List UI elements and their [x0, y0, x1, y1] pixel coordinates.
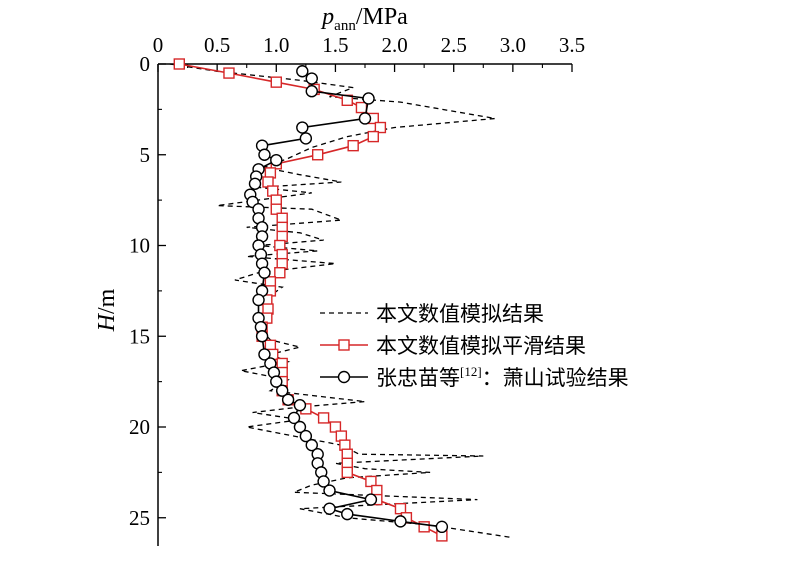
series-3-point: [296, 121, 309, 134]
series-3-point: [248, 177, 262, 190]
y-axis-title-unit: /m: [94, 288, 120, 314]
series-3-point: [287, 411, 301, 425]
series-3-point: [317, 475, 330, 488]
series-2-point: [270, 76, 282, 88]
legend-label-main: 张忠苗等: [376, 366, 460, 390]
series-3-point: [293, 399, 307, 412]
series-3-point: [362, 92, 375, 105]
series-3-point: [258, 148, 271, 161]
series-3-point: [255, 330, 269, 343]
y-tick-label: 10: [129, 234, 150, 258]
x-tick-label: 2.0: [381, 33, 407, 57]
legend-label-1: 本文数值模拟结果: [376, 302, 544, 326]
series-2: [173, 58, 448, 542]
y-tick-label: 20: [129, 415, 150, 439]
y-axis-title: H/m: [94, 288, 120, 332]
y-tick-label: 0: [140, 52, 151, 76]
series-2-point: [367, 130, 379, 143]
series-2-point: [173, 58, 185, 70]
series-3-point: [364, 493, 378, 506]
series-3-point: [293, 420, 307, 434]
y-axis-title-symbol: H: [94, 312, 120, 332]
series-3-point: [394, 515, 407, 528]
y-tick-label: 25: [129, 506, 150, 530]
series-3-point: [258, 266, 271, 279]
legend-label-ref: [12]: [460, 364, 482, 379]
series-3-point: [299, 132, 313, 145]
series-3-point: [323, 484, 336, 497]
series-3-point: [270, 375, 283, 388]
axes: 0 0.5 1.0 1.5 2.0 2.5 3.0 3.5 0 5 10 15 20 25 pann/MPa…: [94, 4, 585, 546]
series-3-point: [258, 348, 271, 361]
series-3-point: [252, 293, 265, 307]
x-axis-title-unit: /MPa: [356, 4, 408, 30]
x-tick-label: 0.5: [204, 33, 230, 57]
series-2-point: [311, 149, 324, 161]
series-2-point: [394, 502, 407, 515]
series-layer: [169, 58, 513, 542]
series-2-point: [223, 67, 235, 79]
series-3-point: [270, 153, 283, 167]
series-3-point: [341, 507, 354, 521]
series-3-point: [276, 384, 289, 397]
x-tick-label: 3.5: [559, 33, 585, 57]
x-tick-label: 3.0: [500, 33, 526, 57]
series-2-point: [355, 101, 368, 114]
series-2-point: [418, 521, 430, 533]
x-tick-label: 2.5: [441, 33, 467, 57]
legend-marker-2: [338, 339, 350, 351]
series-3-point: [305, 72, 318, 85]
series-3-point: [323, 502, 336, 515]
y-tick-label: 15: [129, 324, 150, 348]
series-2-point: [329, 421, 342, 433]
legend-label-2: 本文数值模拟平滑结果: [376, 334, 586, 358]
series-3-point: [305, 438, 318, 452]
legend-marker-3: [337, 370, 351, 384]
legend-label-3: 张忠苗等[12]：萧山试验结果: [376, 364, 629, 390]
x-tick-label: 1.0: [263, 33, 289, 57]
series-2-point: [374, 121, 387, 134]
x-tick-label: 1.5: [322, 33, 348, 57]
series-2-point: [270, 203, 282, 215]
series-3-point: [299, 429, 313, 443]
series-3-point: [305, 85, 318, 98]
y-tick-label: 5: [140, 143, 151, 167]
series-2-point: [347, 139, 359, 152]
x-axis-title-symbol: p: [320, 4, 334, 30]
series-2-point: [317, 412, 330, 424]
series-3: [244, 65, 449, 534]
x-tick-label: 0: [153, 33, 164, 57]
legend-label-suffix: ：萧山试验结果: [482, 366, 629, 390]
x-axis-title-subscript: ann: [334, 18, 356, 34]
series-3-point: [296, 65, 309, 78]
series-2-point: [341, 466, 353, 479]
series-1-line: [169, 63, 513, 539]
series-1: [169, 63, 513, 539]
series-3-point: [435, 520, 449, 534]
series-2-point: [274, 267, 286, 279]
series-3-point: [358, 112, 372, 125]
x-axis-title: pann/MPa: [320, 4, 408, 34]
series-2-point: [365, 475, 377, 488]
series-3-point: [281, 393, 295, 406]
